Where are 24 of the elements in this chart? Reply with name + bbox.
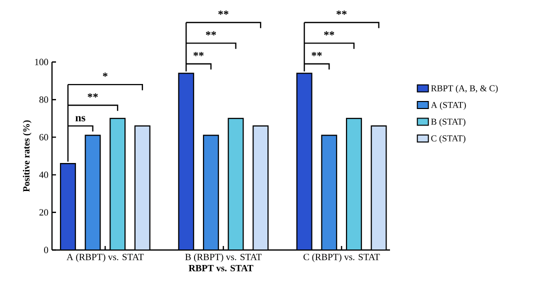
text: ** (218, 10, 228, 15)
y-axis-title: Positive rates (%) (22, 120, 32, 192)
legend-label: B (STAT) (431, 118, 466, 127)
x-tick-label: A (RBPT) vs. STAT (66, 254, 144, 262)
x-tick-label: B (RBPT) vs. STAT (185, 254, 262, 262)
annotation: ns (75, 116, 86, 122)
annotation: * (102, 72, 108, 77)
x-axis-title: RBPT vs. STAT (188, 264, 254, 272)
x-tick-label: C (RBPT) vs. STAT (304, 254, 380, 262)
legend-label: A (STAT) (430, 102, 466, 110)
legend-label: RBPT (A, B, & C) (431, 84, 498, 94)
y-tick-label: 40 (39, 172, 48, 178)
text: ** (336, 10, 347, 15)
text: ** (206, 31, 216, 36)
text: ** (194, 52, 204, 56)
y-tick-label: 100 (35, 58, 48, 66)
legend-label: C (STAT) (431, 135, 466, 144)
y-tick-label: 60 (39, 134, 48, 140)
text: ** (312, 52, 322, 56)
annotation: ** (88, 93, 98, 98)
y-tick-label: 80 (39, 96, 48, 103)
text: ** (324, 31, 334, 36)
y-tick-label: 20 (39, 209, 48, 216)
y-tick-label: 0 (44, 246, 48, 254)
